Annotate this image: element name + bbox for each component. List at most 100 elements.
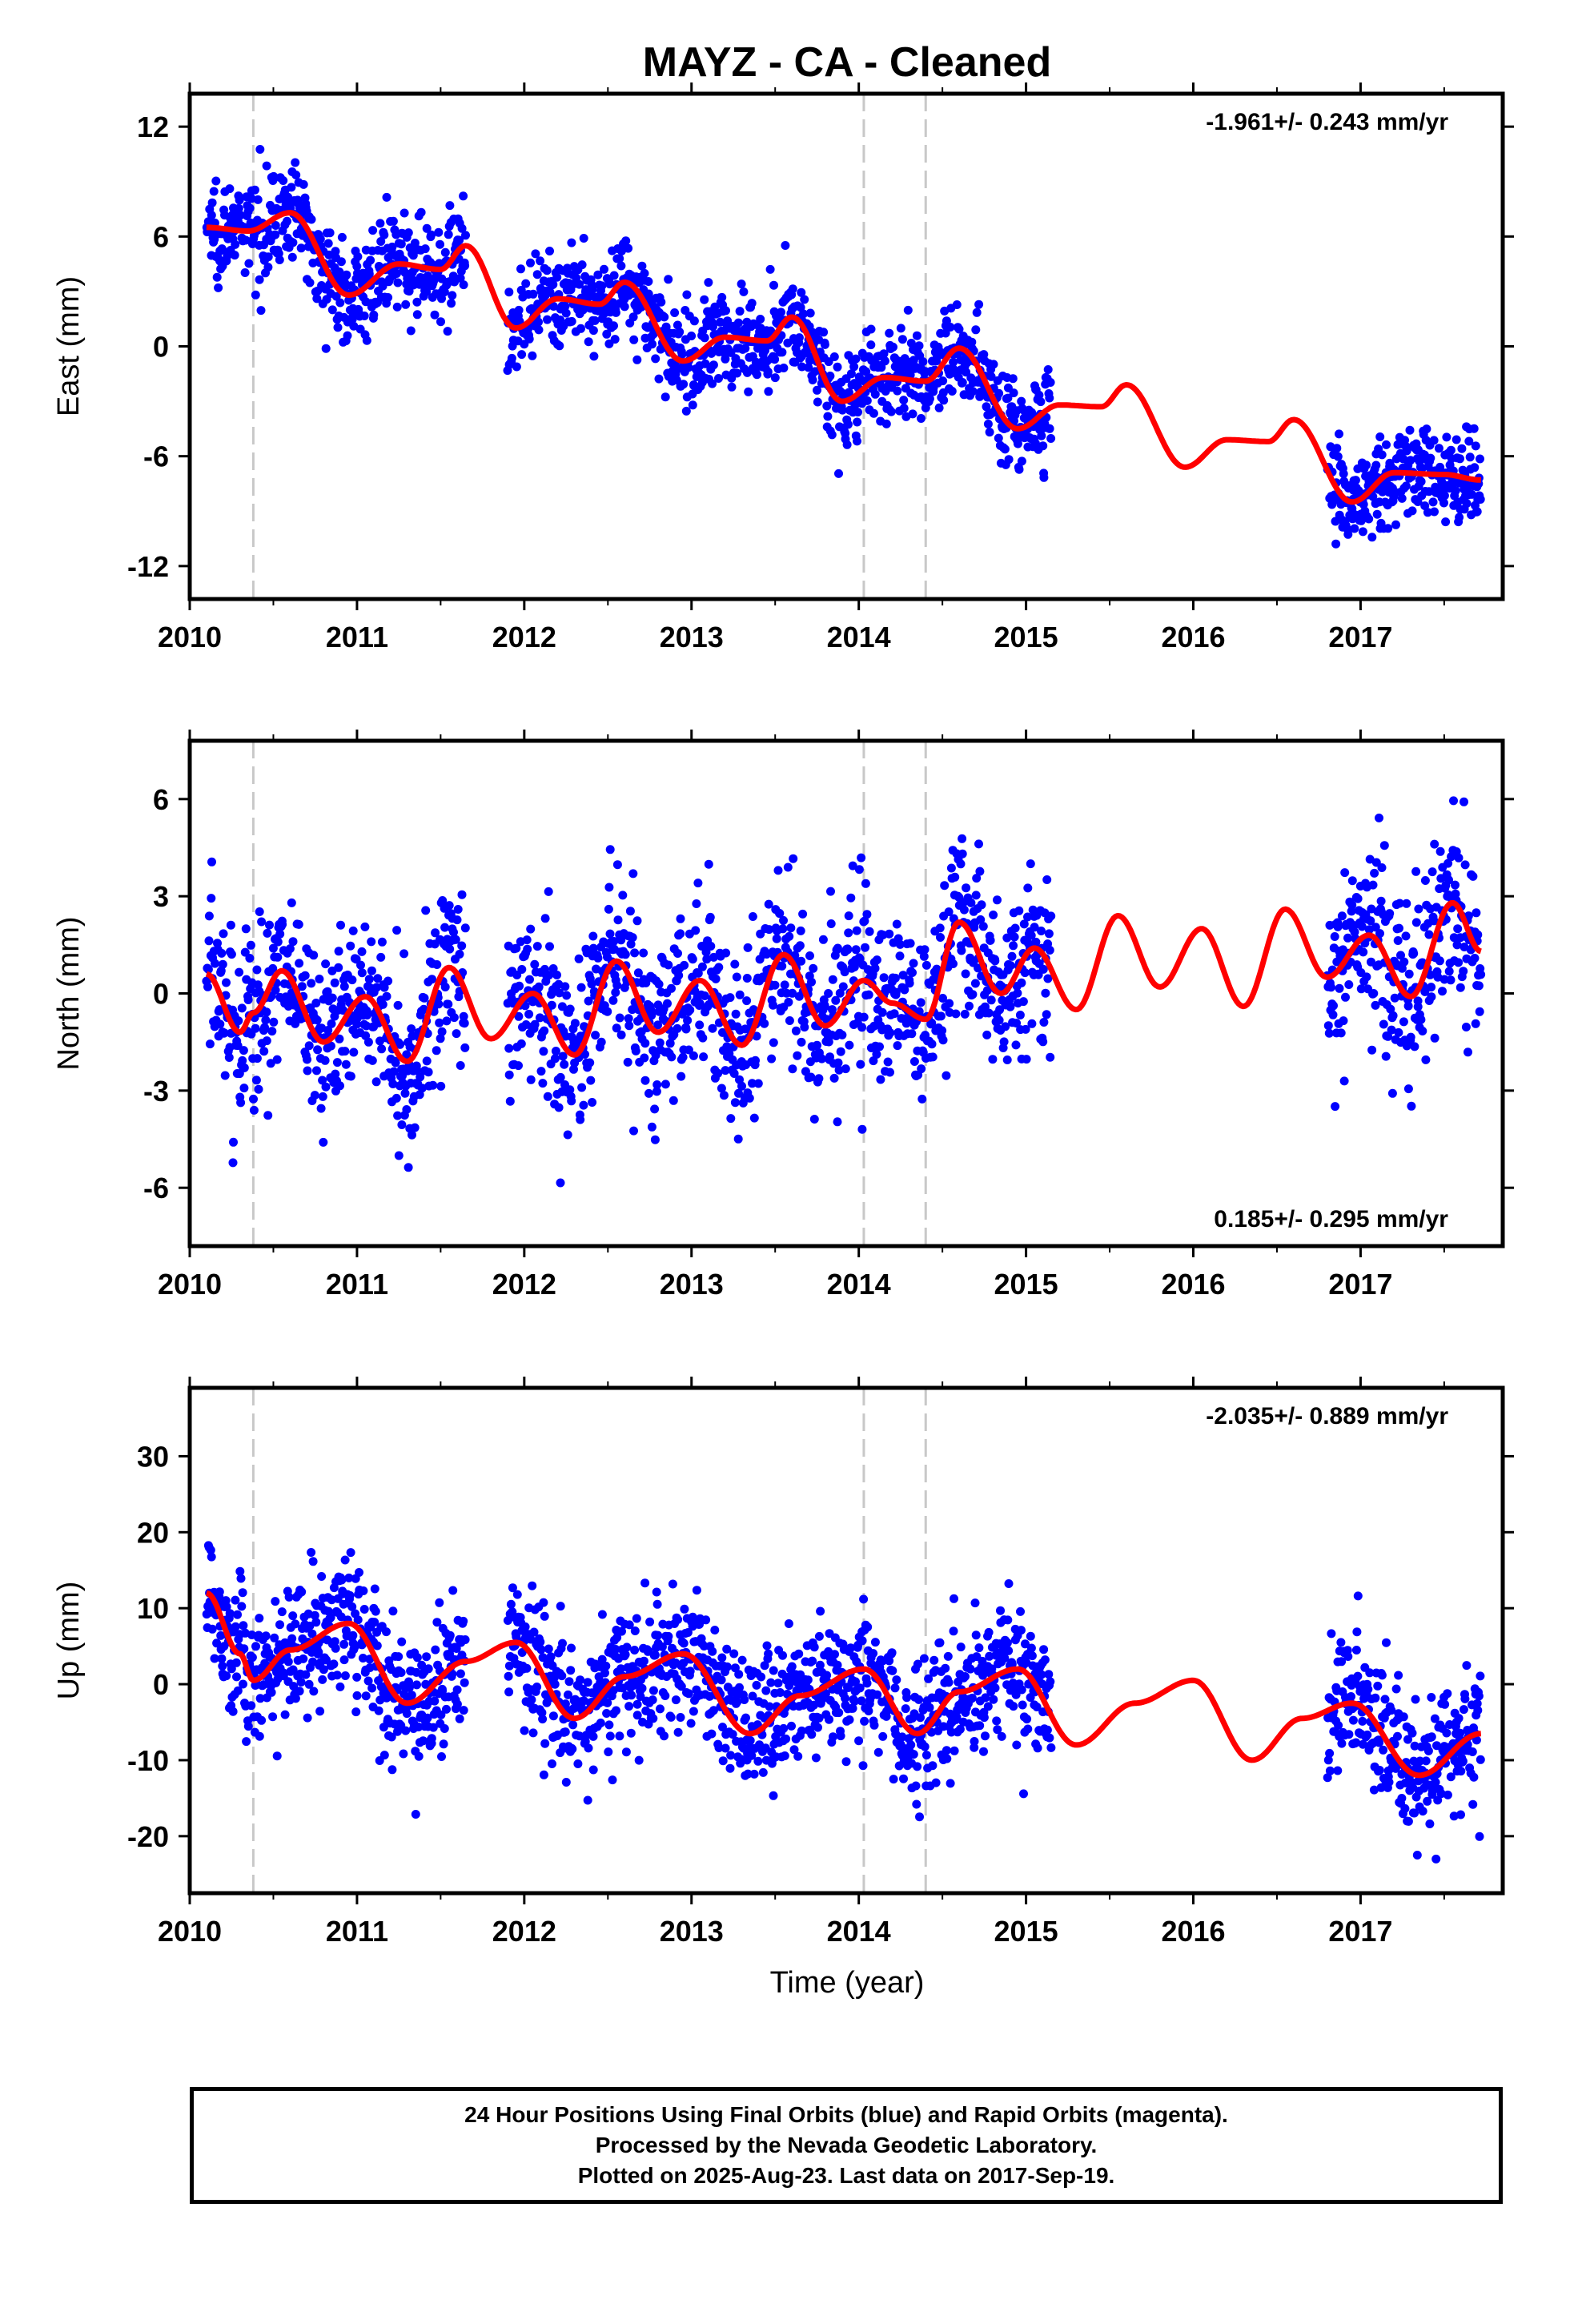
data-point <box>822 401 832 411</box>
data-point <box>400 1088 410 1098</box>
data-point <box>1350 927 1359 937</box>
data-point <box>725 1763 735 1773</box>
data-point <box>613 915 623 925</box>
data-point <box>819 328 829 337</box>
data-point <box>536 1067 546 1076</box>
data-point <box>335 1682 345 1691</box>
data-point <box>975 1721 985 1731</box>
data-point <box>1043 365 1053 374</box>
data-point <box>814 1713 824 1723</box>
data-point <box>315 235 325 243</box>
data-point <box>227 1664 236 1674</box>
data-point <box>970 1598 980 1608</box>
data-point <box>1427 992 1436 1002</box>
data-point <box>1451 486 1460 496</box>
data-point <box>939 396 949 405</box>
data-point <box>337 232 347 242</box>
data-point <box>408 1031 417 1041</box>
data-point <box>401 1726 411 1735</box>
data-point <box>444 901 454 911</box>
data-point <box>1476 970 1486 979</box>
data-point <box>1372 509 1382 519</box>
data-point <box>291 171 301 179</box>
data-point <box>1014 906 1024 915</box>
data-point <box>660 1731 669 1741</box>
up-panel: 2010 2011 2012 2013 2014 2015 2016 20173020100-… <box>52 1377 1514 1948</box>
east-panel: 2010 2011 2012 2013 2014 2015 2016 20171260-6-1… <box>52 82 1514 653</box>
data-point <box>907 1029 917 1039</box>
x-tick-label: 2014 <box>827 621 891 653</box>
data-point <box>837 405 847 415</box>
data-point <box>277 1607 287 1617</box>
data-point <box>451 935 460 944</box>
data-point <box>777 348 787 357</box>
data-point <box>708 1647 717 1656</box>
data-point <box>968 990 978 999</box>
data-point <box>1030 923 1039 932</box>
data-point <box>567 1643 576 1653</box>
data-point <box>650 1651 660 1660</box>
data-point <box>846 369 856 379</box>
data-point <box>507 353 516 363</box>
data-point <box>423 271 432 280</box>
data-point <box>1020 968 1030 978</box>
data-point <box>898 971 908 980</box>
data-point <box>1401 931 1411 941</box>
data-point <box>695 999 705 1008</box>
data-point <box>422 223 432 233</box>
data-point <box>888 1666 897 1675</box>
data-point <box>731 1009 741 1019</box>
data-point <box>729 1649 739 1659</box>
data-point <box>514 1011 524 1021</box>
data-point <box>671 1695 681 1705</box>
data-point <box>353 252 363 261</box>
data-point <box>1331 1102 1340 1112</box>
data-point <box>1004 455 1014 464</box>
data-point <box>253 195 263 204</box>
data-point <box>404 1683 414 1692</box>
data-point <box>769 280 778 290</box>
data-point <box>408 1130 416 1140</box>
data-point <box>422 287 432 296</box>
data-point <box>938 994 947 1003</box>
data-point <box>935 1638 945 1647</box>
data-point <box>423 1713 432 1723</box>
data-point <box>807 1730 817 1739</box>
data-point <box>204 936 214 946</box>
data-point <box>1444 875 1453 885</box>
data-point <box>400 949 409 959</box>
data-point <box>845 1715 854 1724</box>
data-point <box>718 1723 727 1732</box>
data-point <box>449 1013 459 1023</box>
data-point <box>851 1677 860 1687</box>
data-point <box>1404 969 1414 979</box>
data-point <box>628 1005 637 1015</box>
data-point <box>236 1574 246 1583</box>
data-point <box>605 1731 615 1741</box>
data-point <box>860 916 869 926</box>
data-point <box>955 1724 965 1734</box>
data-point <box>412 1680 421 1690</box>
data-point <box>640 1578 650 1588</box>
plot-frame <box>187 91 1505 601</box>
data-point <box>363 1011 371 1020</box>
data-point <box>800 295 809 304</box>
data-point <box>1042 875 1052 884</box>
data-point <box>1343 933 1352 943</box>
data-point <box>844 911 853 921</box>
data-point <box>1416 476 1426 486</box>
data-point <box>576 324 585 333</box>
y-tick-label: -6 <box>143 1172 169 1204</box>
data-point <box>624 1620 634 1630</box>
data-point <box>1390 993 1399 1003</box>
data-point <box>411 1810 420 1819</box>
data-point <box>880 356 889 366</box>
data-point <box>268 1712 278 1722</box>
data-point <box>288 1665 298 1675</box>
data-point <box>212 1638 222 1648</box>
data-point <box>372 983 381 992</box>
data-point <box>1387 1088 1397 1098</box>
data-point <box>307 1629 317 1638</box>
data-point <box>255 1694 265 1703</box>
data-point <box>1018 1700 1027 1710</box>
